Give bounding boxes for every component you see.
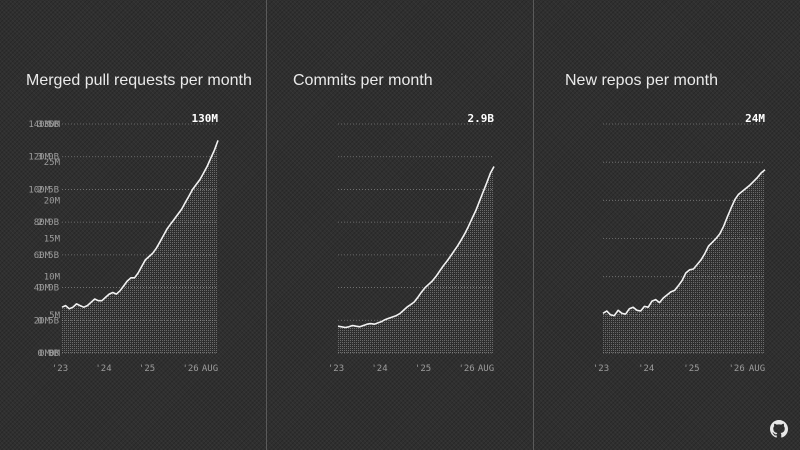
- x-tick-label: AUG: [478, 364, 494, 374]
- area-fill: [62, 140, 218, 353]
- y-tick-label: 40M: [34, 284, 51, 294]
- y-tick-label: 1.5B: [37, 251, 59, 261]
- y-tick-label: 60M: [34, 251, 51, 261]
- y-tick-label: 120M: [28, 153, 50, 163]
- y-tick-label: 100M: [28, 185, 50, 195]
- y-tick-label: 20M: [44, 196, 61, 206]
- y-tick-label: 140M: [28, 120, 50, 130]
- y-tick-label: 25M: [44, 158, 61, 168]
- y-tick-label: 0M: [49, 349, 60, 359]
- panel-divider-1: [266, 0, 267, 450]
- area-fill: [338, 166, 494, 353]
- y-tick-label: 2.0B: [37, 218, 59, 228]
- end-value-label: 2.9B: [468, 112, 495, 125]
- y-tick-label: 1.0B: [37, 284, 59, 294]
- x-tick-label: '25: [415, 364, 431, 374]
- x-tick-label: '23: [328, 364, 344, 374]
- chart-title: Merged pull requests per month: [26, 72, 252, 89]
- end-value-label: 24M: [745, 112, 765, 125]
- end-value-label: 130M: [192, 112, 219, 125]
- x-tick-label: '25: [683, 364, 699, 374]
- github-icon: [770, 420, 788, 438]
- x-tick-label: '26: [458, 364, 474, 374]
- x-tick-label: AUG: [749, 364, 765, 374]
- y-tick-label: 20M: [34, 316, 51, 326]
- y-tick-label: 80M: [34, 218, 51, 228]
- chart-panel-commits: Commits per month 0.0B 0.5B 1.0B 1.5B 2.0B 2.…: [37, 0, 533, 450]
- y-tick-label: 30M: [44, 120, 61, 130]
- y-tick-label: 3.0B: [37, 153, 59, 163]
- y-tick-label: 0.0B: [37, 349, 59, 359]
- x-tick-label: '23: [52, 364, 68, 374]
- chart-svg: 0.0B 0.5B 1.0B 1.5B 2.0B 2.5B 3.0B 3.5B '23 '24 '2…: [37, 112, 495, 374]
- x-tick-label: '26: [182, 364, 198, 374]
- panel-divider-2: [533, 0, 534, 450]
- x-tick-label: '24: [371, 364, 387, 374]
- y-tick-label: 10M: [44, 273, 61, 283]
- y-tick-label: 2.5B: [37, 185, 59, 195]
- x-tick-label: AUG: [202, 364, 218, 374]
- area-fill: [603, 169, 765, 353]
- chart-svg: 0M 5M 10M 15M 20M 25M 30M '23 '24 '25 '26 AUG 24M: [44, 112, 766, 374]
- x-tick-label: '26: [728, 364, 744, 374]
- series-line: [337, 166, 495, 329]
- y-tick-label: 5M: [49, 311, 60, 321]
- y-tick-label: 15M: [44, 235, 61, 245]
- x-tick-label: '23: [593, 364, 609, 374]
- series-line: [602, 169, 766, 317]
- x-tick-label: '24: [638, 364, 654, 374]
- y-tick-label: 3.5B: [37, 120, 59, 130]
- series-line: [61, 140, 219, 310]
- chart-title: Commits per month: [293, 72, 433, 89]
- chart-panel-new-repos: New repos per month 0M 5M 10M 15M 20M 25M 30M '…: [44, 0, 800, 450]
- y-tick-label: 0M: [39, 349, 50, 359]
- x-tick-label: '24: [95, 364, 111, 374]
- x-tick-label: '25: [139, 364, 155, 374]
- chart-title: New repos per month: [565, 72, 718, 89]
- chart-svg: 0M 20M 40M 60M 80M 100M 120M 140M '23 '24 '25 '26 AU…: [28, 112, 219, 374]
- chart-panel-merged-prs: Merged pull requests per month 0M 20M 40M 6…: [0, 0, 266, 450]
- y-tick-label: 0.5B: [37, 316, 59, 326]
